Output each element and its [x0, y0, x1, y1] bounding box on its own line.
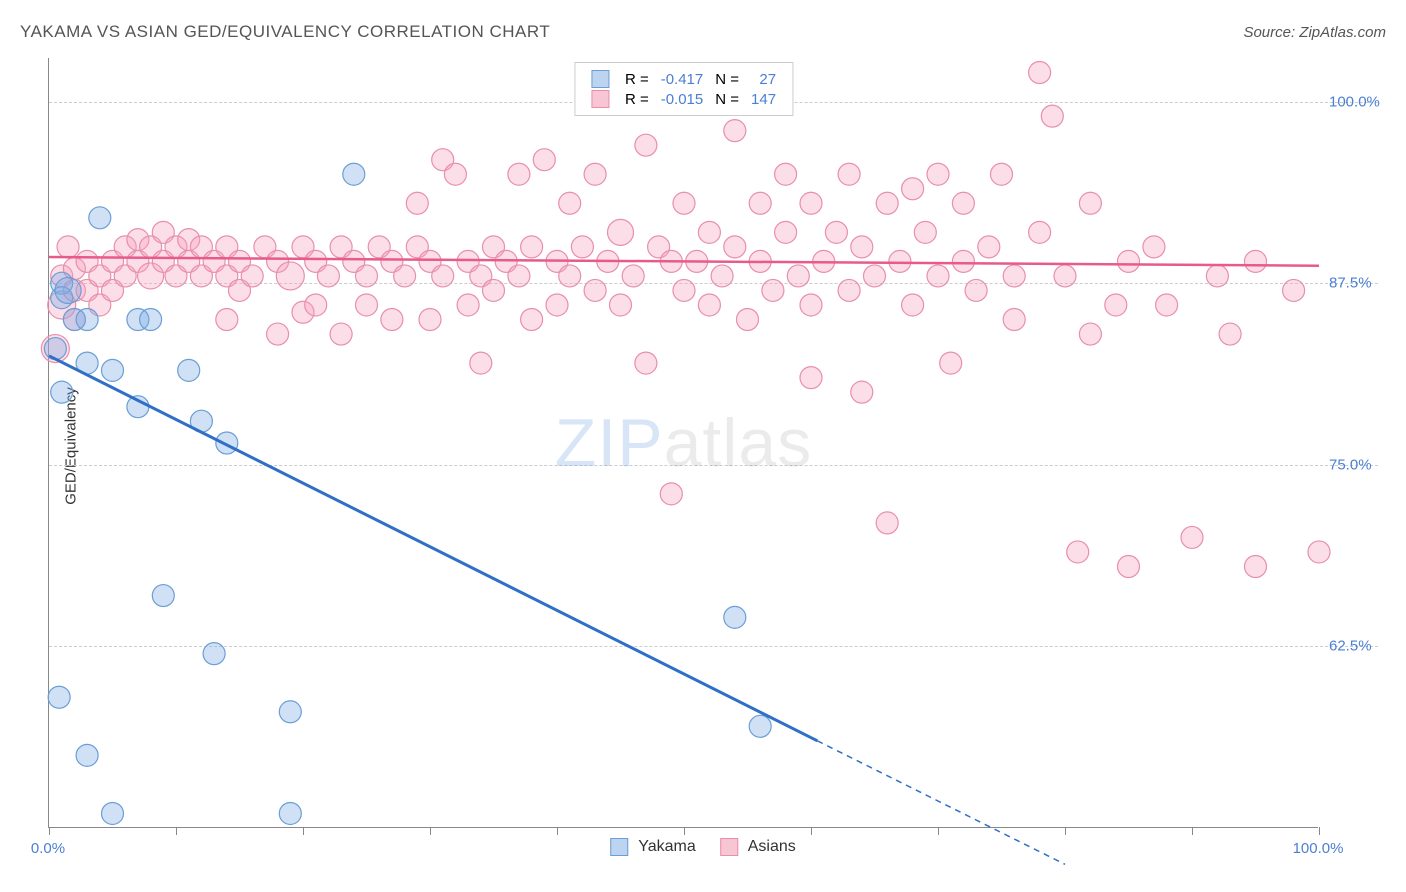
xtick — [811, 827, 812, 835]
legend-item-yakama: Yakama — [610, 838, 696, 856]
xtick — [1192, 827, 1193, 835]
r-label: R = — [619, 89, 655, 109]
n-label: N = — [709, 69, 745, 89]
legend-label-asians: Asians — [748, 838, 796, 856]
ytick-label: 62.5% — [1329, 638, 1372, 655]
r-value-asians: -0.015 — [655, 89, 710, 109]
ytick-label: 100.0% — [1329, 93, 1380, 110]
yakama-swatch — [591, 70, 609, 88]
xtick — [938, 827, 939, 835]
n-value-asians: 147 — [745, 89, 782, 109]
xtick — [49, 827, 50, 835]
plot-svg — [49, 58, 1318, 827]
legend-label-yakama: Yakama — [638, 838, 696, 856]
series-legend: Yakama Asians — [610, 838, 796, 856]
xtick — [684, 827, 685, 835]
chart-source: Source: ZipAtlas.com — [1243, 24, 1386, 41]
chart-header: YAKAMA VS ASIAN GED/EQUIVALENCY CORRELAT… — [20, 22, 1386, 42]
xtick — [1065, 827, 1066, 835]
asians-swatch — [591, 90, 609, 108]
asians-swatch-icon — [720, 838, 738, 856]
ytick-label: 75.0% — [1329, 456, 1372, 473]
legend-item-asians: Asians — [720, 838, 796, 856]
plot-area: ZIPatlas R = -0.417 N = 27 R = -0.015 N … — [48, 58, 1318, 828]
r-label: R = — [619, 69, 655, 89]
n-value-yakama: 27 — [745, 69, 782, 89]
r-value-yakama: -0.417 — [655, 69, 710, 89]
xtick — [430, 827, 431, 835]
ytick-label: 87.5% — [1329, 275, 1372, 292]
xtick-label: 100.0% — [1293, 840, 1344, 857]
xtick — [557, 827, 558, 835]
yakama-swatch-icon — [610, 838, 628, 856]
xtick — [1319, 827, 1320, 835]
xtick — [176, 827, 177, 835]
xtick-label: 0.0% — [31, 840, 65, 857]
xtick — [303, 827, 304, 835]
correlation-legend: R = -0.417 N = 27 R = -0.015 N = 147 — [574, 62, 793, 116]
legend-row-yakama: R = -0.417 N = 27 — [585, 69, 782, 89]
chart-title: YAKAMA VS ASIAN GED/EQUIVALENCY CORRELAT… — [20, 22, 550, 42]
legend-row-asians: R = -0.015 N = 147 — [585, 89, 782, 109]
n-label: N = — [709, 89, 745, 109]
